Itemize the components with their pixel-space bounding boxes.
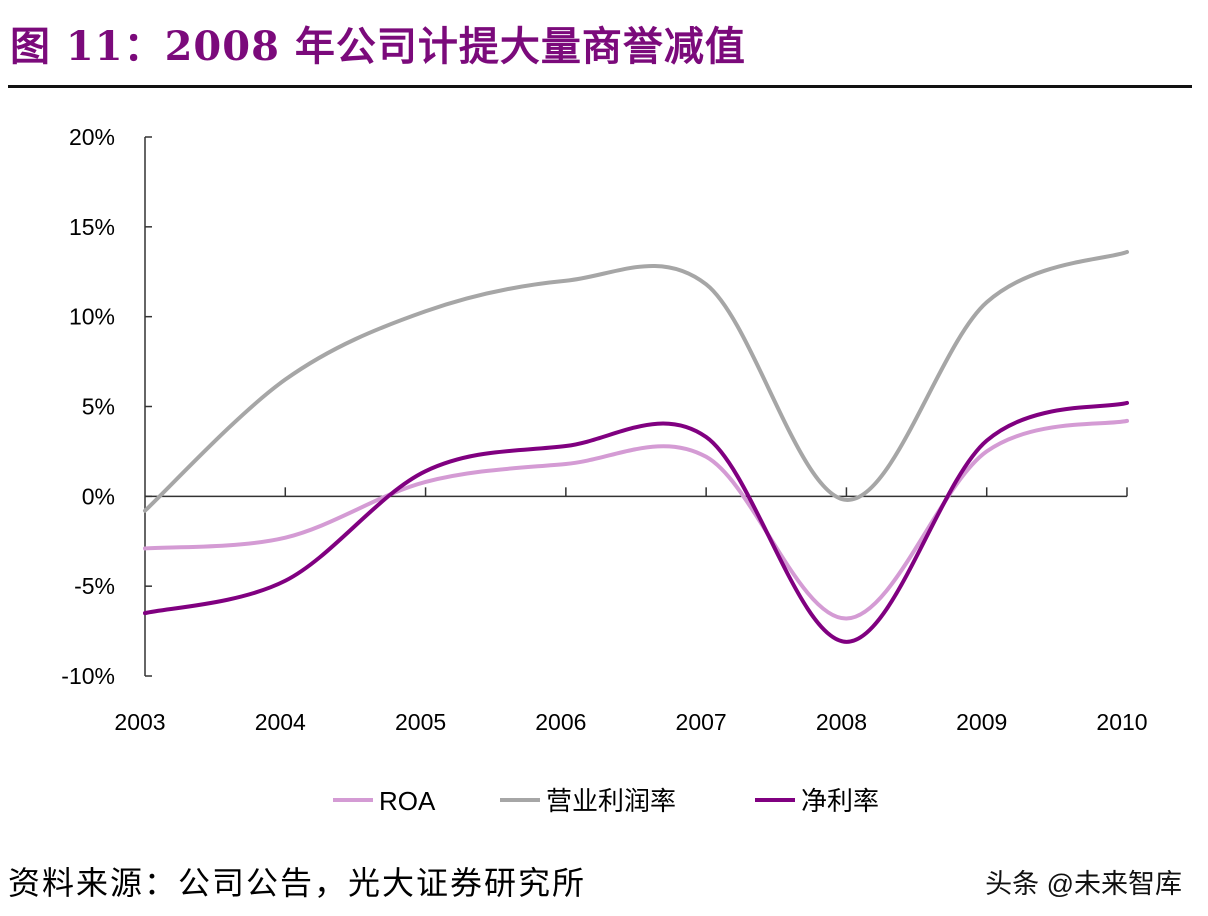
y-tick-label: 0% — [82, 483, 115, 509]
x-tick-label: 2004 — [255, 709, 306, 735]
legend-item: 营业利润率 — [500, 786, 676, 816]
data-point — [844, 640, 848, 644]
x-tick-label: 2005 — [395, 709, 446, 735]
data-point — [1125, 401, 1129, 405]
x-tick-label: 2010 — [1096, 709, 1147, 735]
title-divider — [8, 85, 1192, 88]
series-line-net-margin — [143, 400, 1129, 644]
x-tick-label: 2007 — [676, 709, 727, 735]
data-point — [704, 455, 708, 459]
x-tick-label: 2006 — [535, 709, 586, 735]
data-point — [564, 462, 568, 466]
data-point — [564, 279, 568, 283]
legend-item: 净利率 — [755, 786, 879, 816]
legend-label: ROA — [379, 786, 436, 816]
data-point — [424, 309, 428, 313]
y-tick-label: 5% — [82, 394, 115, 420]
data-point — [424, 469, 428, 473]
data-point — [283, 579, 287, 583]
y-tick-label: 20% — [69, 124, 115, 150]
legend-label: 净利率 — [801, 786, 879, 816]
data-point — [844, 498, 848, 502]
y-tick-label: 10% — [69, 304, 115, 330]
x-tick-label: 2008 — [816, 709, 867, 735]
series-line-roa — [143, 418, 1129, 621]
x-tick-label: 2009 — [956, 709, 1007, 735]
chart-title: 图 11：2008 年公司计提大量商誉减值 — [10, 23, 746, 70]
data-point — [283, 536, 287, 540]
series-line-operating-margin — [143, 249, 1129, 513]
x-tick-label: 2003 — [114, 709, 165, 735]
y-tick-label: -5% — [74, 573, 115, 599]
y-tick-label: -10% — [61, 663, 115, 689]
data-point — [143, 611, 147, 615]
data-point — [985, 449, 989, 453]
data-point — [1125, 250, 1129, 254]
data-point — [143, 546, 147, 550]
data-point — [424, 480, 428, 484]
data-point — [844, 617, 848, 621]
legend-item: ROA — [333, 786, 436, 816]
data-point — [704, 282, 708, 286]
legend-label: 营业利润率 — [546, 786, 676, 816]
data-point — [704, 435, 708, 439]
data-point — [143, 509, 147, 513]
data-point — [564, 444, 568, 448]
y-tick-label: 15% — [69, 214, 115, 240]
data-point — [985, 300, 989, 304]
source-note: 资料来源：公司公告，光大证券研究所 — [8, 864, 587, 902]
data-point — [283, 378, 287, 382]
line-chart: 20% 15% 10% 5% 0% -5% -10% 2003 2004 2005 2006 2007… — [61, 124, 1147, 816]
data-point — [985, 439, 989, 443]
data-point — [1125, 419, 1129, 423]
watermark: 头条 @未来智库 — [985, 869, 1182, 899]
